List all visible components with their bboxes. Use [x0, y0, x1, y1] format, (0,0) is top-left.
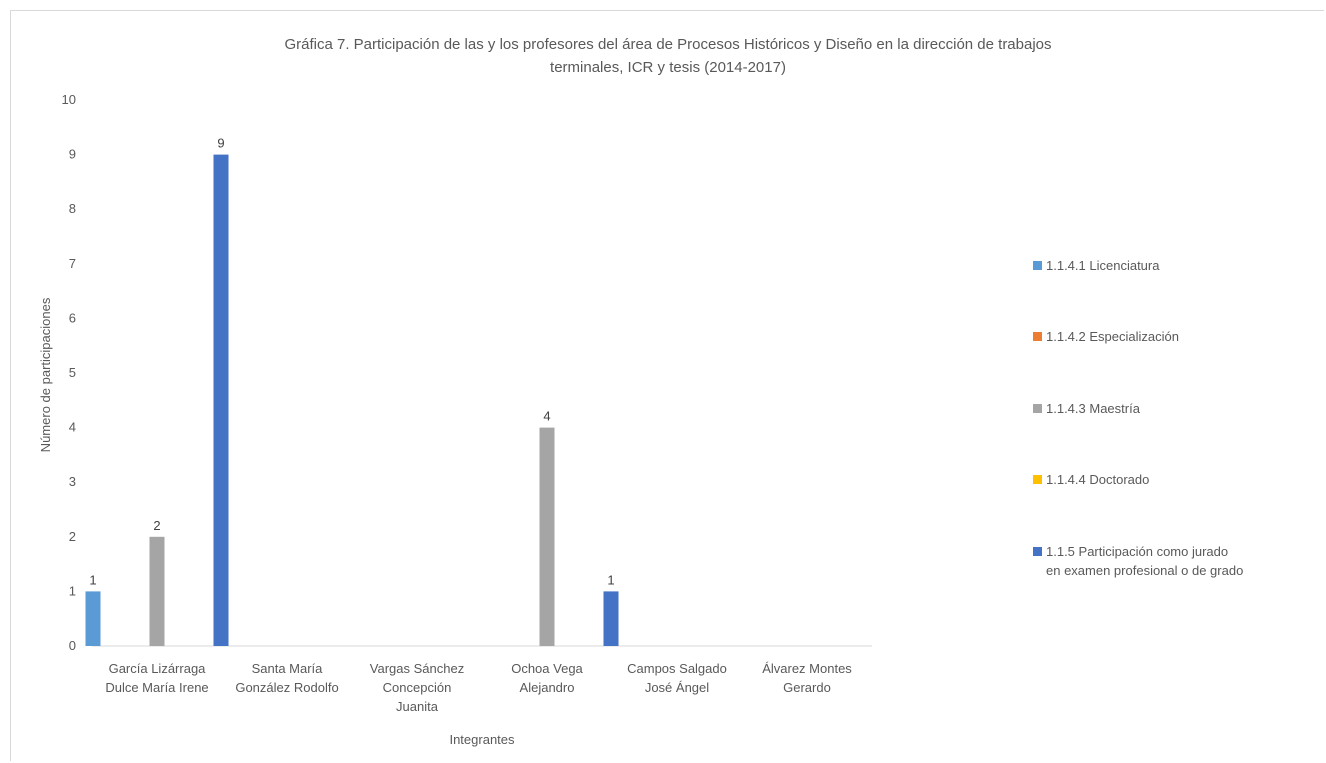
y-tick-label: 4 [69, 420, 76, 435]
y-tick-label: 8 [69, 201, 76, 216]
x-tick-label: Alejandro [520, 680, 575, 695]
legend-label: 1.1.4.4 Doctorado [1046, 472, 1149, 487]
chart-title-line-1: Gráfica 7. Participación de las y los pr… [284, 36, 1051, 53]
x-tick-label: Juanita [396, 699, 439, 714]
x-tick-label: Vargas Sánchez [370, 661, 464, 676]
legend: 1.1.4.1 Licenciatura 1.1.4.2 Especializac… [1033, 258, 1243, 578]
legend-swatch [1033, 404, 1042, 413]
x-tick-label: Dulce María Irene [105, 680, 208, 695]
y-tick-label: 6 [69, 310, 76, 325]
x-tick-label: Ochoa Vega [511, 661, 583, 676]
data-label: 1 [607, 572, 614, 587]
y-axis-label: Número de participaciones [38, 297, 53, 452]
y-tick-label: 0 [69, 638, 76, 653]
y-tick-label: 3 [69, 474, 76, 489]
data-label: 2 [153, 518, 160, 533]
data-label: 4 [543, 409, 550, 424]
chart-frame [10, 10, 1324, 761]
chart-title-line-2: terminales, ICR y tesis (2014-2017) [550, 59, 786, 76]
data-labels: 1 2 4 9 1 [89, 136, 614, 588]
data-label: 1 [89, 572, 96, 587]
x-tick-label: Concepción [383, 680, 452, 695]
legend-label: 1.1.4.2 Especialización [1046, 329, 1179, 344]
x-tick-label: García Lizárraga [109, 661, 207, 676]
bar [539, 427, 555, 646]
y-ticks: 0 1 2 3 4 5 6 7 8 9 10 [62, 92, 76, 653]
legend-swatch [1033, 547, 1042, 556]
y-tick-label: 7 [69, 256, 76, 271]
bar [603, 591, 619, 646]
y-tick-label: 10 [62, 92, 76, 107]
bar [149, 536, 165, 646]
legend-swatch [1033, 475, 1042, 484]
bar [213, 154, 229, 646]
legend-label: 1.1.4.3 Maestría [1046, 401, 1141, 416]
y-tick-label: 1 [69, 583, 76, 598]
legend-swatch [1033, 261, 1042, 270]
x-tick-label: Álvarez Montes [762, 661, 852, 676]
bars [85, 154, 619, 646]
legend-label: 1.1.4.1 Licenciatura [1046, 258, 1160, 273]
x-ticks: García Lizárraga Dulce María Irene Santa M… [105, 661, 852, 714]
x-tick-label: González Rodolfo [235, 680, 338, 695]
x-tick-label: Gerardo [783, 680, 831, 695]
y-tick-label: 5 [69, 365, 76, 380]
legend-swatch [1033, 332, 1042, 341]
x-axis-label: Integrantes [449, 732, 515, 747]
x-tick-label: Campos Salgado [627, 661, 727, 676]
bar [85, 591, 101, 646]
x-tick-label: José Ángel [645, 680, 709, 695]
y-tick-label: 2 [69, 529, 76, 544]
legend-label: 1.1.5 Participación como jurado [1046, 544, 1228, 559]
y-tick-label: 9 [69, 147, 76, 162]
x-tick-label: Santa María [252, 661, 324, 676]
data-label: 9 [217, 136, 224, 151]
legend-label: en examen profesional o de grado [1046, 563, 1243, 578]
